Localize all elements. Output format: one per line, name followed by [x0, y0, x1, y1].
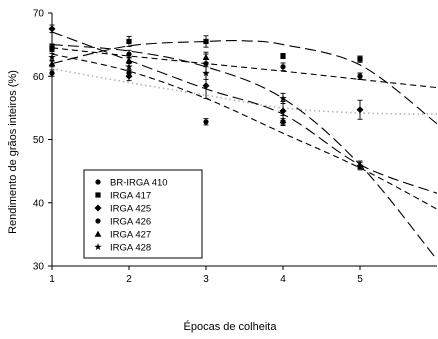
data-point-1-3 — [203, 119, 209, 125]
legend-marker-4 — [95, 218, 101, 224]
data-point-3-2 — [125, 72, 133, 80]
x-axis-label: Épocas de colheita — [184, 320, 278, 333]
plot-area: 30 40 50 60 70 1 2 3 4 5 — [33, 9, 437, 285]
x-tick-label-4: 4 — [280, 274, 286, 285]
data-point-2-4 — [280, 53, 286, 59]
legend-label-5: IRGA 427 — [110, 230, 151, 241]
fit-curve-3 — [52, 31, 437, 194]
legend-box — [83, 169, 203, 259]
data-point-6-1 — [48, 53, 56, 61]
legend-marker-6 — [94, 243, 102, 251]
legend-label-6: IRGA 428 — [110, 243, 151, 254]
fit-curve-6 — [52, 53, 437, 210]
data-point-2-5 — [357, 56, 363, 62]
data-point-2-3 — [203, 38, 209, 45]
legend-label-1: BR-IRGA 410 — [110, 178, 168, 189]
data-point-6-2 — [125, 62, 133, 70]
y-axis-label: Rendimento de grãos inteiros (%) — [7, 70, 19, 234]
legend-label-2: IRGA 417 — [110, 191, 151, 202]
data-point-4-1 — [49, 45, 55, 51]
data-point-6-3 — [202, 69, 210, 77]
y-tick-label-70: 70 — [33, 9, 45, 20]
legend-marker-2 — [95, 192, 101, 198]
data-point-5-1 — [48, 60, 56, 67]
legend: BR-IRGA 410 IRGA 417 IRGA 425 IRGA 426 IRGA … — [83, 169, 203, 259]
y-tick-label-50: 50 — [33, 135, 45, 146]
fit-curve-4 — [52, 47, 437, 89]
fit-curve-5 — [52, 44, 437, 261]
x-tick-label-2: 2 — [126, 274, 132, 285]
data-point-3-3 — [202, 82, 210, 90]
x-tick-label-5: 5 — [357, 274, 363, 285]
data-point-5-4 — [279, 117, 287, 124]
data-point-4-4 — [280, 64, 286, 70]
fit-curve-1 — [52, 67, 437, 115]
fit-curve-2 — [52, 40, 437, 125]
data-point-6-4 — [279, 94, 287, 102]
legend-marker-1 — [95, 179, 101, 185]
data-point-3-5 — [356, 106, 364, 114]
data-point-5-3 — [202, 53, 210, 60]
data-point-4-5 — [357, 73, 363, 79]
data-point-6-5 — [356, 162, 364, 170]
y-tick-label-30: 30 — [33, 262, 45, 273]
x-tick-label-1: 1 — [49, 274, 55, 285]
data-point-2-2 — [126, 38, 132, 45]
data-point-5-2 — [125, 57, 133, 64]
data-point-1-1 — [49, 70, 55, 76]
data-point-3-1 — [48, 25, 56, 33]
legend-marker-3 — [94, 204, 102, 212]
data-point-4-2 — [126, 51, 132, 57]
y-tick-label-60: 60 — [33, 72, 45, 83]
legend-marker-5 — [94, 230, 102, 237]
legend-label-4: IRGA 426 — [110, 217, 151, 228]
data-point-3-4 — [279, 107, 287, 115]
x-tick-label-3: 3 — [203, 274, 209, 285]
legend-label-3: IRGA 425 — [110, 204, 151, 215]
y-tick-label-40: 40 — [33, 198, 45, 209]
